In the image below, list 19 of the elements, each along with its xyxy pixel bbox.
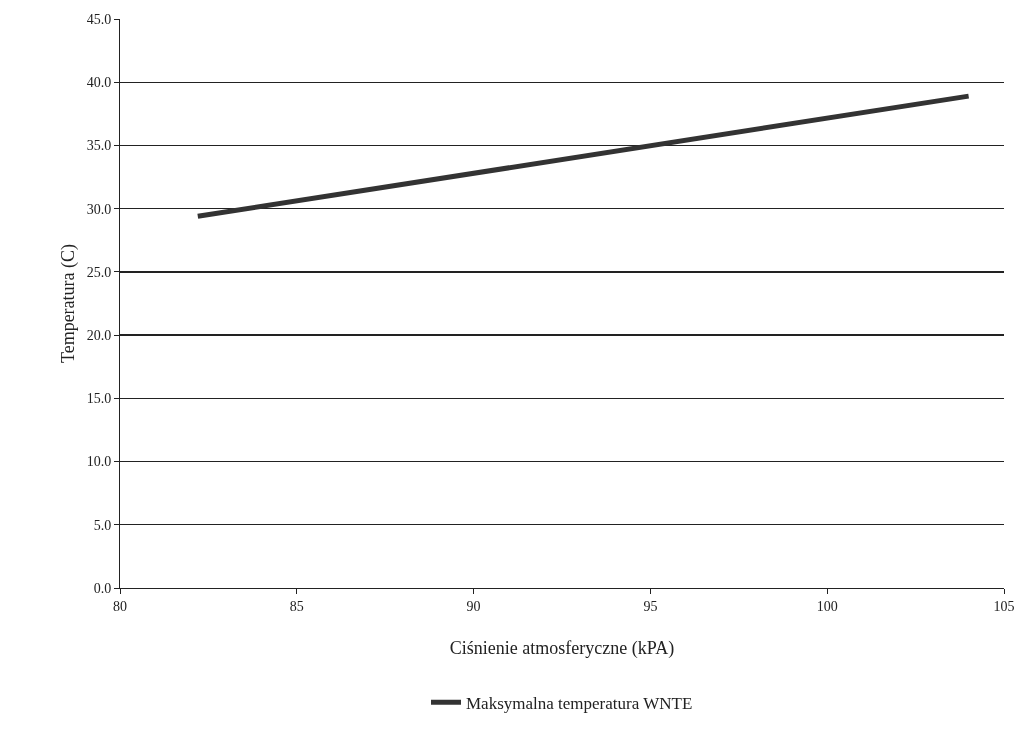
y-tick-label: 10.0 (86, 454, 112, 470)
x-tick-label: 85 (289, 598, 304, 614)
y-tick-label: 40.0 (86, 75, 112, 91)
y-tick-label: 25.0 (86, 264, 112, 280)
y-tick-label: 5.0 (93, 517, 112, 533)
x-axis-title: Ciśnienie atmosferyczne (kPA) (449, 637, 675, 659)
x-tick-label: 95 (643, 598, 658, 614)
y-tick-label: 45.0 (86, 11, 112, 27)
x-tick-label: 105 (993, 598, 1015, 614)
y-axis-title: Temperatura (C) (58, 243, 79, 364)
y-tick-label: 35.0 (86, 138, 112, 154)
x-tick-label: 100 (816, 598, 838, 614)
y-tick-label: 20.0 (86, 328, 112, 344)
y-tick-label: 0.0 (93, 580, 112, 596)
y-tick-label: 15.0 (86, 391, 112, 407)
legend-label: Maksymalna temperatura WNTE (466, 693, 693, 713)
y-tick-label: 30.0 (86, 201, 112, 217)
x-tick-label: 90 (466, 598, 481, 614)
x-tick-label: 80 (113, 598, 127, 614)
